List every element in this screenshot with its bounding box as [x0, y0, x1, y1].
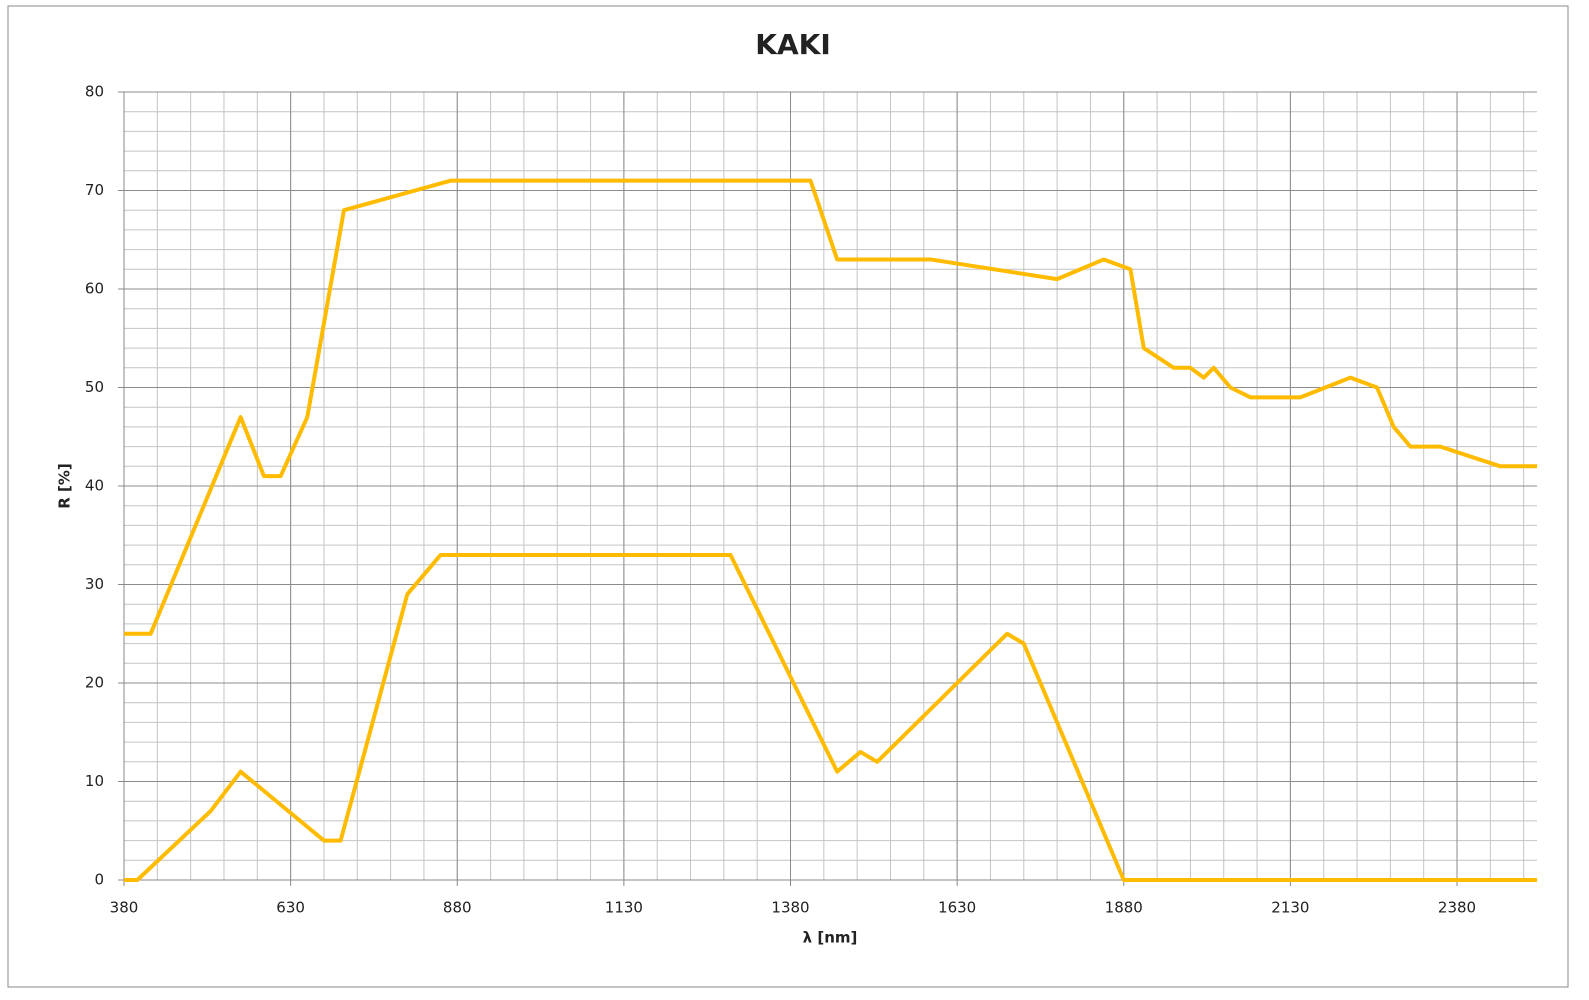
x-tick-label: 1380 [771, 899, 809, 917]
x-tick-label: 880 [443, 899, 472, 917]
y-tick-label: 20 [85, 674, 104, 692]
y-tick-label: 80 [85, 83, 104, 101]
x-tick-label: 1130 [605, 899, 643, 917]
chart-frame [7, 5, 1569, 988]
data-line [124, 552, 1537, 882]
y-tick-label: 60 [85, 280, 104, 298]
x-tick-label: 1880 [1105, 899, 1143, 917]
y-axis-label: R [%] [56, 463, 74, 509]
y-tick-label: 50 [85, 378, 104, 396]
chart-title: KAKI [755, 28, 830, 61]
x-tick-label: 2380 [1438, 899, 1476, 917]
x-tick-label: 630 [276, 899, 305, 917]
y-tick-label: 30 [85, 575, 104, 593]
x-axis-label: λ [nm] [803, 929, 858, 947]
x-tick-label: 1630 [938, 899, 976, 917]
y-tick-label: 70 [85, 181, 104, 199]
x-tick-label: 2130 [1271, 899, 1309, 917]
data-line [124, 178, 1537, 636]
y-tick-label: 0 [94, 871, 104, 889]
y-tick-label: 40 [85, 477, 104, 495]
x-tick-label: 380 [110, 899, 139, 917]
y-tick-label: 10 [85, 772, 104, 790]
